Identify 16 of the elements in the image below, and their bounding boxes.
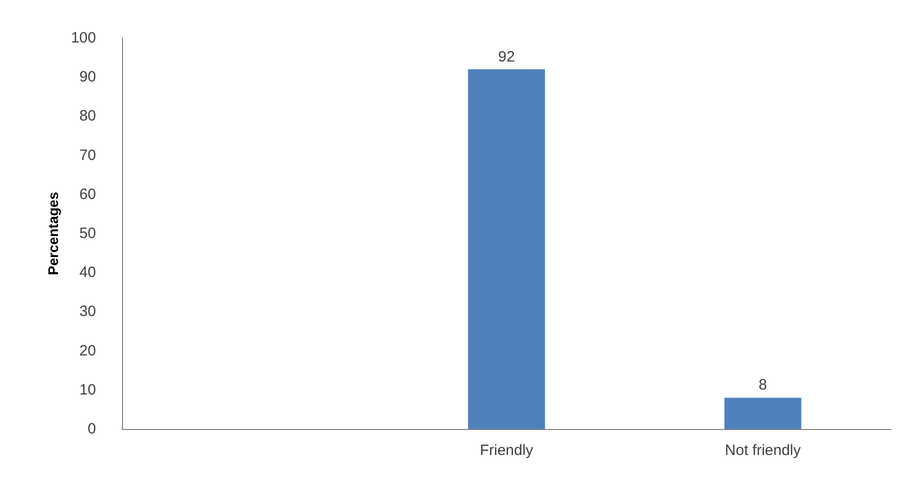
y-tick-label: 50: [79, 225, 96, 242]
y-tick-label: 60: [79, 186, 96, 203]
y-tick-label: 10: [79, 381, 96, 398]
data-label: 92: [498, 48, 515, 66]
y-tick-label: 80: [79, 108, 96, 125]
y-axis-title: Percentages: [45, 192, 61, 276]
x-tick-label: Not friendly: [724, 442, 802, 459]
y-tick-label: 30: [79, 303, 96, 320]
y-tick-label: 40: [79, 264, 96, 282]
y-tick-label: 90: [79, 68, 96, 86]
y-tick-label: 100: [70, 30, 96, 46]
data-label: 8: [758, 376, 768, 394]
y-tick-label: 70: [79, 146, 96, 164]
y-tick-label: 0: [88, 420, 96, 438]
y-tick-label: 20: [79, 342, 96, 360]
x-tick-label: Friendly: [480, 442, 534, 459]
